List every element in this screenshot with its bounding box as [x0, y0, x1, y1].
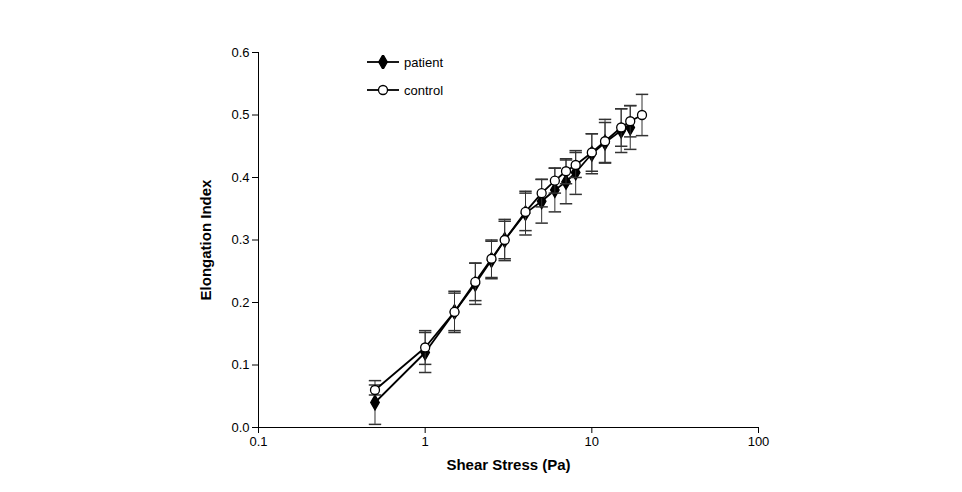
- svg-text:0.3: 0.3: [231, 232, 249, 247]
- svg-text:0.6: 0.6: [231, 45, 249, 60]
- svg-text:1: 1: [422, 434, 429, 449]
- svg-text:0.4: 0.4: [231, 170, 249, 185]
- html-text:patient: patient: [404, 54, 443, 70]
- svg-text:100: 100: [748, 434, 770, 449]
- html-text:control: control: [404, 82, 443, 98]
- svg-text:0.2: 0.2: [231, 295, 249, 310]
- svg-text:0.1: 0.1: [249, 434, 267, 449]
- svg-text:0.5: 0.5: [231, 107, 249, 122]
- svg-text:Elongation Index: Elongation Index: [197, 179, 214, 300]
- svg-text:10: 10: [585, 434, 599, 449]
- svg-text:Shear Stress (Pa): Shear Stress (Pa): [446, 456, 570, 473]
- svg-text:0.1: 0.1: [231, 357, 249, 372]
- svg-text:0.0: 0.0: [231, 420, 249, 435]
